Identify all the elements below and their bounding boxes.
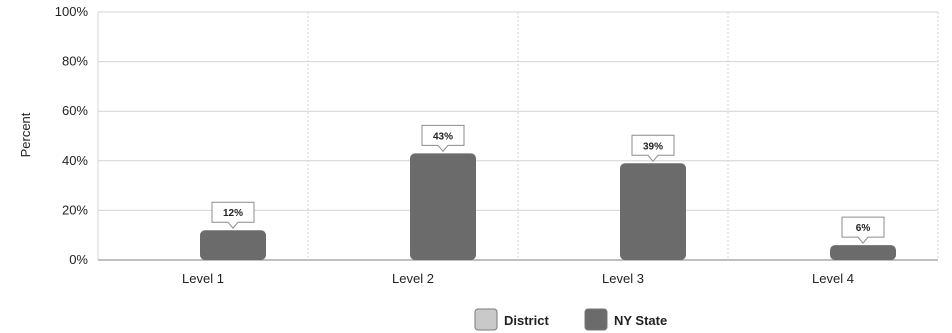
gridlines [97, 11, 939, 261]
legend-label: District [504, 313, 549, 328]
legend: District NY State [474, 308, 667, 331]
bar-ny-state [410, 153, 476, 260]
legend-label: NY State [614, 313, 667, 328]
x-category-label: Level 3 [602, 271, 644, 286]
y-tick-label: 40% [62, 153, 88, 168]
bar-ny-state [830, 245, 896, 260]
data-label-box [421, 124, 465, 153]
legend-swatch [474, 308, 498, 331]
x-category-label: Level 1 [182, 271, 224, 286]
data-label: 39% [643, 141, 663, 152]
data-label: 12% [223, 208, 243, 219]
data-label-box [631, 134, 675, 163]
x-axis-categories: Level 1 Level 2 Level 3 Level 4 [182, 271, 854, 286]
y-tick-label: 100% [55, 4, 89, 19]
bar-ny-state [200, 230, 266, 260]
y-axis-label: Percent [18, 112, 33, 157]
y-tick-label: 80% [62, 54, 88, 69]
y-tick-label: 60% [62, 103, 88, 118]
x-category-label: Level 4 [812, 271, 854, 286]
data-label: 43% [433, 131, 453, 142]
bar-ny-state [620, 163, 686, 260]
y-tick-label: 0% [69, 252, 88, 267]
y-tick-label: 20% [62, 202, 88, 217]
x-category-label: Level 2 [392, 271, 434, 286]
legend-swatch [584, 308, 608, 331]
data-label-box [211, 201, 255, 230]
data-label-box [841, 216, 885, 244]
bars: 12% 43% 39% 6% [200, 124, 896, 260]
y-axis-ticks: 0% 20% 40% 60% 80% 100% [55, 4, 89, 267]
data-label: 6% [856, 223, 871, 234]
